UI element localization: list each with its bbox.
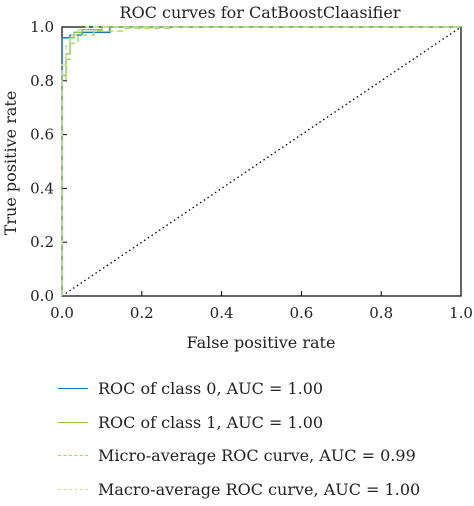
reference-diagonal — [62, 27, 461, 296]
legend-label: ROC of class 1, AUC = 1.00 — [98, 413, 323, 432]
legend-swatch — [58, 455, 88, 456]
legend-item: ROC of class 1, AUC = 1.00 — [58, 406, 458, 440]
x-axis-label: False positive rate — [187, 333, 336, 352]
x-tick-label: 0.2 — [130, 304, 154, 322]
y-axis-label: True positive rate — [1, 91, 20, 236]
legend-swatch — [58, 388, 88, 389]
legend-item: Macro-average ROC curve, AUC = 1.00 — [58, 473, 458, 506]
legend-label: Micro-average ROC curve, AUC = 0.99 — [98, 446, 416, 465]
y-tick-label: 0.4 — [30, 179, 54, 197]
legend-label: Macro-average ROC curve, AUC = 1.00 — [98, 480, 420, 499]
legend-label: ROC of class 0, AUC = 1.00 — [98, 379, 323, 398]
legend-swatch — [58, 422, 88, 423]
y-tick-label: 0.2 — [30, 233, 54, 251]
x-tick-label: 0.0 — [50, 304, 74, 322]
x-tick-label: 1.0 — [449, 304, 473, 322]
y-tick-label: 0.0 — [30, 287, 54, 305]
legend-swatch — [58, 489, 88, 490]
x-tick-label: 0.8 — [369, 304, 393, 322]
y-tick-label: 1.0 — [30, 18, 54, 36]
x-tick-label: 0.4 — [210, 304, 234, 322]
legend-item: Micro-average ROC curve, AUC = 0.99 — [58, 439, 458, 473]
tick-labels: 0.0 0.2 0.4 0.6 0.8 1.0 0.0 0.2 0.4 0.6 0.8 1.0 — [30, 18, 473, 322]
chart-title: ROC curves for CatBoostClaasifier — [120, 3, 401, 22]
roc-chart: ROC curves for CatBoostClaasifier 0.0 0.2… — [0, 0, 474, 372]
y-tick-label: 0.6 — [30, 126, 54, 144]
y-tick-label: 0.8 — [30, 72, 54, 90]
chance-line — [62, 27, 461, 296]
legend-item: ROC of class 0, AUC = 1.00 — [58, 372, 458, 406]
legend: ROC of class 0, AUC = 1.00 ROC of class 1… — [58, 372, 458, 506]
x-tick-label: 0.6 — [289, 304, 313, 322]
